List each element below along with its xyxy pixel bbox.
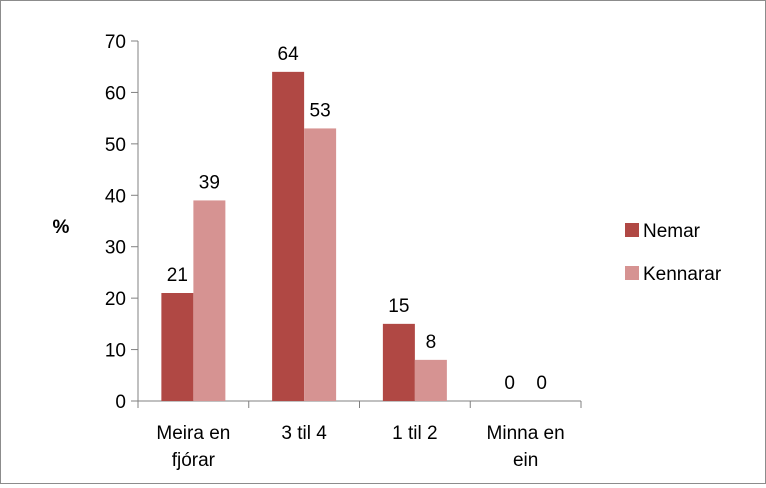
y-tick-label-2: 20 (105, 289, 126, 310)
category-label-0-line-0: Meira en (156, 423, 230, 444)
data-label-nemar-2: 15 (388, 296, 409, 317)
bar-kennarar-0 (193, 200, 226, 401)
category-labels: Meira en fjórar 3 til 4 1 til 2 Minna en ein (156, 423, 564, 471)
y-tick-label-1: 10 (105, 341, 126, 362)
legend: Nemar Kennarar (625, 221, 722, 285)
data-label-nemar-0: 21 (167, 265, 188, 286)
bar-kennarar-1 (304, 128, 337, 401)
y-axis-label: % (53, 217, 70, 238)
category-label-2-line-0: 1 til 2 (392, 423, 437, 444)
legend-label-nemar: Nemar (643, 221, 701, 242)
data-label-kennarar-3: 0 (536, 373, 547, 394)
legend-swatch-nemar (625, 223, 639, 237)
category-label-3-line-0: Minna en (487, 423, 565, 444)
bars (161, 71, 447, 401)
data-label-kennarar-2: 8 (426, 332, 437, 353)
bar-nemar-0 (161, 293, 194, 401)
category-label-0-line-1: fjórar (172, 450, 216, 471)
legend-label-kennarar: Kennarar (643, 264, 722, 285)
y-tick-label-6: 60 (105, 83, 126, 104)
y-tick-label-5: 50 (105, 135, 126, 156)
data-label-nemar-1: 64 (278, 44, 300, 65)
data-labels: 21 39 64 53 15 8 0 0 (167, 44, 547, 394)
data-label-nemar-3: 0 (504, 373, 515, 394)
bar-kennarar-2 (414, 359, 447, 401)
bar-nemar-2 (382, 323, 415, 401)
y-ticks: 0 10 20 30 40 50 60 70 (105, 32, 138, 413)
category-label-3-line-1: ein (513, 450, 538, 471)
category-label-1-line-0: 3 til 4 (281, 423, 327, 444)
x-ticks (137, 401, 582, 408)
data-label-kennarar-1: 53 (310, 100, 331, 121)
y-tick-label-0: 0 (115, 392, 126, 413)
y-tick-label-7: 70 (105, 32, 126, 53)
data-label-kennarar-0: 39 (199, 172, 220, 193)
y-tick-label-4: 40 (105, 186, 126, 207)
bar-nemar-1 (272, 71, 305, 401)
y-tick-label-3: 30 (105, 238, 126, 259)
legend-swatch-kennarar (625, 266, 639, 280)
